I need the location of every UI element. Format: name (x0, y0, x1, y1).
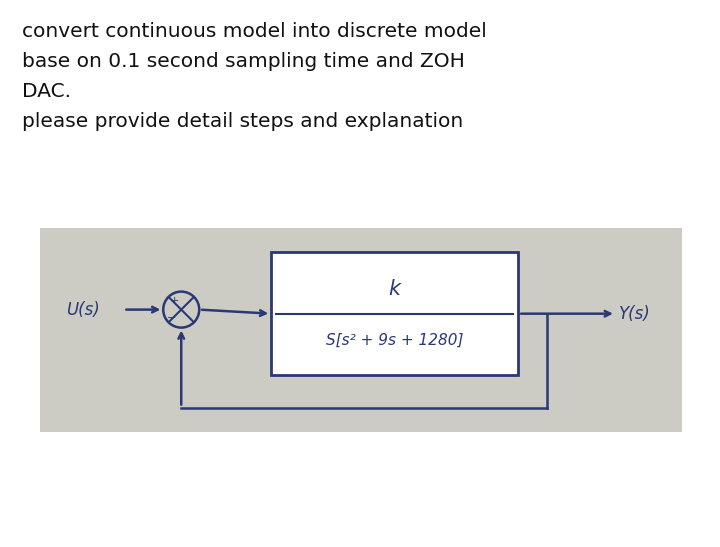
Text: −: − (166, 313, 176, 323)
Bar (271, 253, 518, 375)
Text: base on 0.1 second sampling time and ZOH: base on 0.1 second sampling time and ZOH (22, 52, 465, 71)
Text: convert continuous model into discrete model: convert continuous model into discrete m… (22, 22, 487, 41)
Text: Y(s): Y(s) (618, 305, 651, 323)
Text: DAC.: DAC. (22, 82, 71, 101)
Text: +: + (170, 296, 179, 306)
Text: please provide detail steps and explanation: please provide detail steps and explanat… (22, 112, 463, 131)
Text: S[s² + 9s + 1280]: S[s² + 9s + 1280] (326, 333, 464, 348)
Text: U(s): U(s) (66, 301, 99, 318)
Bar (40, 228, 682, 432)
Text: k: k (389, 279, 401, 299)
